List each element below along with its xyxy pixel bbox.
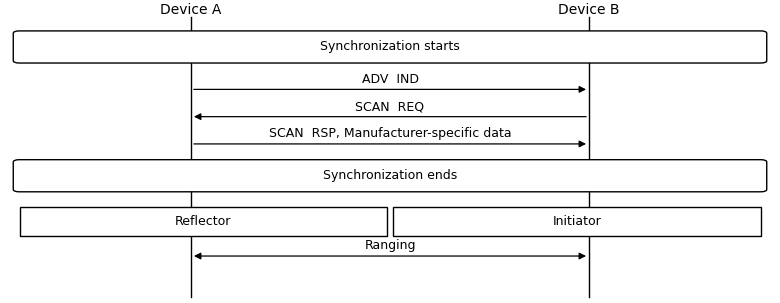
Text: Reflector: Reflector <box>175 215 232 228</box>
Bar <box>393 207 760 236</box>
Text: SCAN  REQ: SCAN REQ <box>356 100 424 113</box>
Text: SCAN  RSP, Manufacturer-specific data: SCAN RSP, Manufacturer-specific data <box>268 127 512 140</box>
FancyBboxPatch shape <box>13 31 767 63</box>
Text: ADV  IND: ADV IND <box>361 73 419 86</box>
Text: Device A: Device A <box>161 3 222 17</box>
Bar <box>20 207 387 236</box>
FancyBboxPatch shape <box>13 160 767 192</box>
Text: Synchronization starts: Synchronization starts <box>320 41 460 53</box>
Text: Initiator: Initiator <box>552 215 601 228</box>
Text: Ranging: Ranging <box>364 239 416 252</box>
Text: Device B: Device B <box>558 3 619 17</box>
Text: Synchronization ends: Synchronization ends <box>323 169 457 182</box>
